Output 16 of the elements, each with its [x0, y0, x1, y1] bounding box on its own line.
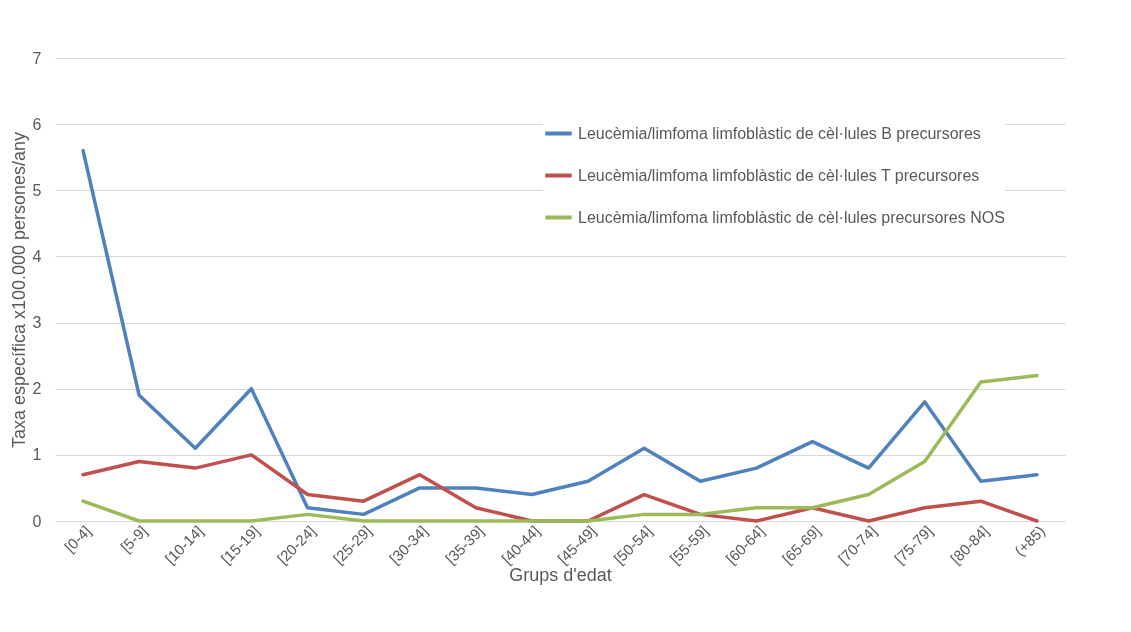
y-axis-title: Taxa específica x100.000 persones/any: [8, 131, 29, 449]
y-tick-label: 2: [32, 380, 42, 398]
y-tick-label: 3: [32, 314, 42, 332]
y-tick-label: 4: [32, 247, 42, 265]
line-series: [81, 373, 1039, 523]
y-tick-label: 5: [32, 181, 42, 199]
legend-label: Leucèmia/limfoma limfoblàstic de cèl·lules T precursores: [578, 166, 980, 184]
line-series: [81, 453, 1039, 523]
y-tick-label: 6: [32, 115, 42, 133]
y-tick-label: 1: [32, 446, 42, 464]
line-series: [81, 148, 1039, 517]
legend-label: Leucèmia/limfoma limfoblàstic de cèl·lules precursores NOS: [578, 208, 1005, 226]
y-tick-label: 0: [32, 512, 42, 530]
legend-label: Leucèmia/limfoma limfoblàstic de cèl·lules B precursores: [578, 124, 981, 142]
y-tick-label: 7: [32, 49, 42, 67]
x-axis-title: Grups d'edat: [509, 565, 612, 586]
